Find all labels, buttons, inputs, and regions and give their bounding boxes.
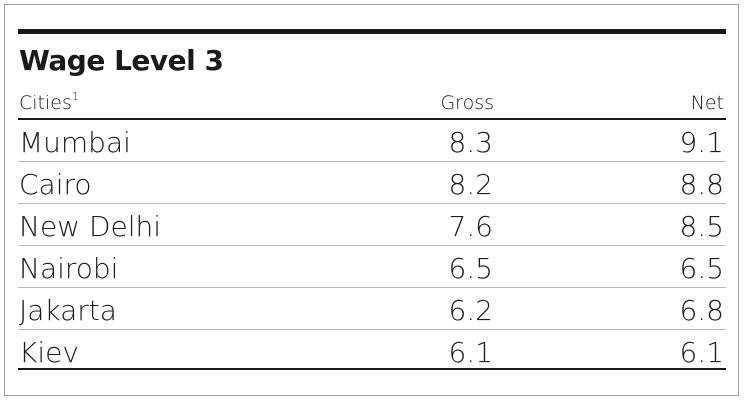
header-net: Net xyxy=(690,92,724,114)
table-row: New Delhi 7.6 8.5 xyxy=(18,204,726,246)
cell-city: Mumbai xyxy=(19,126,131,159)
cell-gross: 8.2 xyxy=(448,168,493,201)
cell-gross: 8.3 xyxy=(448,126,493,159)
table-row: Mumbai 8.3 9.1 xyxy=(18,120,726,162)
cell-city: New Delhi xyxy=(19,210,162,243)
cell-net: 6.1 xyxy=(679,336,724,369)
cell-city: Jakarta xyxy=(19,294,117,327)
cell-gross: 6.2 xyxy=(448,294,493,327)
cell-city: Cairo xyxy=(19,168,92,201)
cell-city: Nairobi xyxy=(19,252,119,285)
table-frame xyxy=(4,4,739,396)
table-row: Jakarta 6.2 6.8 xyxy=(18,288,726,330)
table-body: Mumbai 8.3 9.1 Cairo 8.2 8.8 New Delhi 7.6 8.5 Na… xyxy=(18,120,726,370)
cell-net: 8.5 xyxy=(679,210,724,243)
cell-net: 8.8 xyxy=(679,168,724,201)
top-rule xyxy=(18,29,726,34)
table-header: Cities1 Gross Net xyxy=(18,90,726,120)
cell-net: 6.8 xyxy=(679,294,724,327)
cell-city: Kiev xyxy=(19,336,79,369)
header-gross: Gross xyxy=(440,92,494,114)
cell-gross: 7.6 xyxy=(448,210,493,243)
footnote-marker: 1 xyxy=(71,90,79,103)
table-row: Cairo 8.2 8.8 xyxy=(18,162,726,204)
cell-net: 6.5 xyxy=(679,252,724,285)
table-row: Kiev 6.1 6.1 xyxy=(18,330,726,370)
table-row: Nairobi 6.5 6.5 xyxy=(18,246,726,288)
header-cities-label: Cities xyxy=(19,92,72,114)
cell-gross: 6.1 xyxy=(448,336,493,369)
cell-net: 9.1 xyxy=(679,126,724,159)
cell-gross: 6.5 xyxy=(448,252,493,285)
header-cities: Cities1 xyxy=(19,90,79,114)
table-title: Wage Level 3 xyxy=(19,44,224,77)
